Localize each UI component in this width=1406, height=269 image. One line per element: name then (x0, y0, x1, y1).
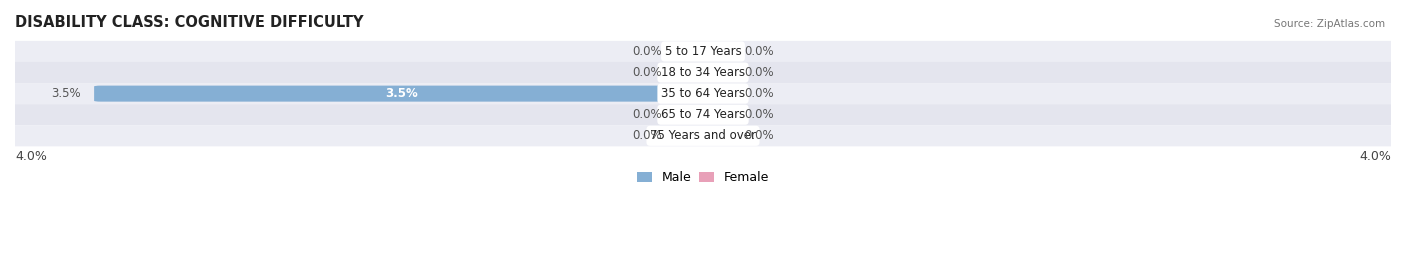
Text: 4.0%: 4.0% (15, 150, 46, 162)
Text: 4.0%: 4.0% (1360, 150, 1391, 162)
FancyBboxPatch shape (675, 43, 710, 59)
Text: 18 to 34 Years: 18 to 34 Years (661, 66, 745, 79)
FancyBboxPatch shape (15, 125, 1391, 146)
FancyBboxPatch shape (696, 43, 731, 59)
FancyBboxPatch shape (15, 104, 1391, 125)
FancyBboxPatch shape (675, 128, 710, 144)
FancyBboxPatch shape (15, 62, 1391, 83)
FancyBboxPatch shape (696, 86, 731, 102)
Text: 0.0%: 0.0% (633, 129, 662, 142)
Text: 0.0%: 0.0% (633, 108, 662, 121)
Text: 0.0%: 0.0% (744, 87, 773, 100)
FancyBboxPatch shape (696, 128, 731, 144)
Text: 35 to 64 Years: 35 to 64 Years (661, 87, 745, 100)
Legend: Male, Female: Male, Female (637, 171, 769, 185)
FancyBboxPatch shape (696, 65, 731, 80)
FancyBboxPatch shape (15, 41, 1391, 62)
Text: Source: ZipAtlas.com: Source: ZipAtlas.com (1274, 19, 1385, 29)
FancyBboxPatch shape (675, 65, 710, 80)
Text: 0.0%: 0.0% (744, 45, 773, 58)
FancyBboxPatch shape (15, 83, 1391, 104)
Text: 75 Years and over: 75 Years and over (650, 129, 756, 142)
Text: 65 to 74 Years: 65 to 74 Years (661, 108, 745, 121)
Text: 3.5%: 3.5% (385, 87, 419, 100)
FancyBboxPatch shape (696, 107, 731, 123)
Text: 0.0%: 0.0% (633, 45, 662, 58)
FancyBboxPatch shape (94, 86, 710, 102)
Text: 5 to 17 Years: 5 to 17 Years (665, 45, 741, 58)
Text: 0.0%: 0.0% (633, 66, 662, 79)
Text: DISABILITY CLASS: COGNITIVE DIFFICULTY: DISABILITY CLASS: COGNITIVE DIFFICULTY (15, 15, 364, 30)
Text: 0.0%: 0.0% (744, 108, 773, 121)
Text: 0.0%: 0.0% (744, 66, 773, 79)
Text: 3.5%: 3.5% (51, 87, 80, 100)
FancyBboxPatch shape (675, 107, 710, 123)
Text: 0.0%: 0.0% (744, 129, 773, 142)
